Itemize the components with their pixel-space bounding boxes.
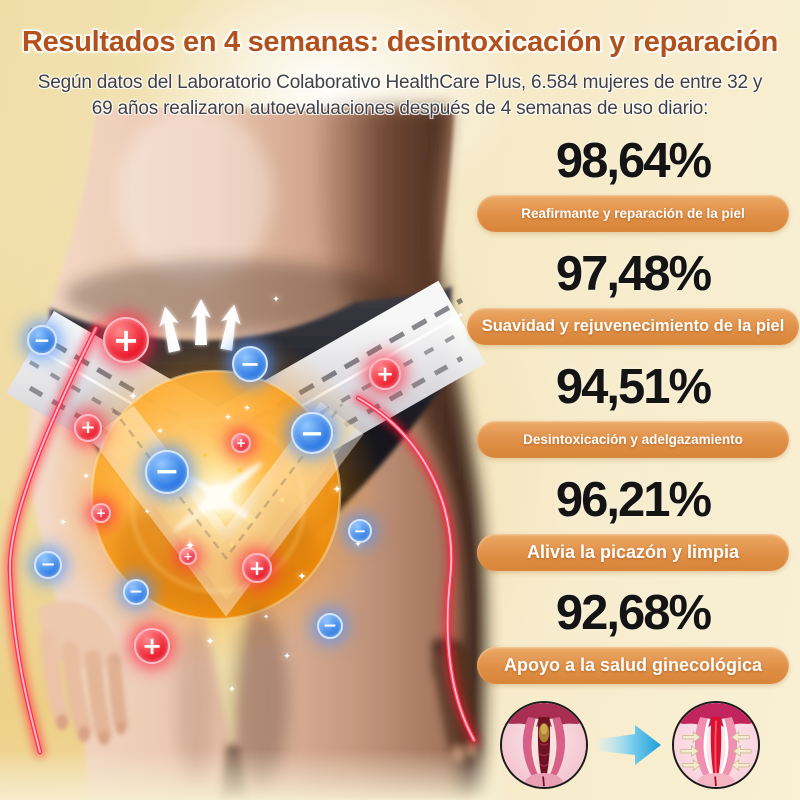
stat-value: 92,68% xyxy=(555,586,712,640)
sparkle-icon: ✦ xyxy=(243,403,251,414)
plus-ion-icon: + xyxy=(134,628,170,664)
sparkle-icon: ✦ xyxy=(283,651,291,662)
up-arrows-icon xyxy=(159,299,241,353)
header: Resultados en 4 semanas: desintoxicación… xyxy=(0,26,800,122)
sparkle-icon: ✦ xyxy=(332,482,342,496)
stat-value: 98,64% xyxy=(555,134,712,188)
stat-badge: Alivia la picazón y limpia xyxy=(477,534,789,571)
left-hand xyxy=(38,601,128,745)
sparkle-icon: ✦ xyxy=(59,517,67,528)
minus-ion-icon: − xyxy=(291,412,333,454)
subtitle: Según datos del Laboratorio Colaborativo… xyxy=(0,70,800,122)
minus-ion-icon: − xyxy=(123,579,149,605)
plus-ion-icon: + xyxy=(103,317,149,363)
page-title: Resultados en 4 semanas: desintoxicación… xyxy=(21,26,779,58)
minus-ion-icon: − xyxy=(27,325,57,355)
stat-badge: Reafirmante y reparación de la piel xyxy=(477,195,789,232)
stat-badge: Suavidad y rejuvenecimiento de la piel xyxy=(467,308,799,345)
transition-arrow-right-icon xyxy=(597,722,663,768)
sparkle-icon: ✦ xyxy=(297,569,307,583)
stat-value: 97,48% xyxy=(555,247,712,301)
sparkle-icon: ✦ xyxy=(205,634,215,648)
sparkle-icon: ✦ xyxy=(263,612,269,621)
uterus-before-image xyxy=(500,701,588,789)
plus-ion-icon: + xyxy=(179,547,197,565)
minus-ion-icon: − xyxy=(348,519,372,543)
bottom-fog xyxy=(0,750,500,800)
stat-block: 96,21% Alivia la picazón y limpia xyxy=(477,472,789,571)
belly-highlight xyxy=(117,107,273,283)
thigh-shading-right xyxy=(232,608,288,792)
waist-shadow xyxy=(65,260,395,332)
plus-ion-icon: + xyxy=(74,414,102,442)
sparkle-icon: ✦ xyxy=(82,471,90,482)
neon-contour-lines xyxy=(4,322,480,758)
stat-value: 96,21% xyxy=(555,473,712,527)
glow-orb xyxy=(48,327,384,663)
plus-ion-icon: + xyxy=(91,503,111,523)
before-after xyxy=(500,701,760,789)
stat-block: 94,51% Desintoxicación y adelgazamiento xyxy=(477,359,789,458)
sparkle-icon: ✦ xyxy=(184,538,196,554)
sparkle-icon: ✦ xyxy=(354,539,362,550)
thigh-shading-left xyxy=(176,626,216,786)
sparkle-icon: ✦ xyxy=(156,426,164,437)
stat-block: 92,68% Apoyo a la salud ginecológica xyxy=(477,585,789,684)
plus-ion-icon: + xyxy=(242,553,272,583)
subtitle-line-1: Según datos del Laboratorio Colaborativo… xyxy=(37,72,763,93)
stat-value: 94,51% xyxy=(555,360,712,414)
sparkle-icon: ✦ xyxy=(144,507,150,516)
sparkle-icon: ✦ xyxy=(128,389,138,403)
plus-ion-icon: + xyxy=(231,433,251,453)
stat-badge: Desintoxicación y adelgazamiento xyxy=(477,421,789,458)
uterus-after-image xyxy=(672,701,760,789)
sparkle-icon: ✦ xyxy=(228,684,236,695)
sparkle-icon: ✦ xyxy=(224,412,232,423)
subtitle-line-2: 69 años realizaron autoevaluaciones desp… xyxy=(91,98,709,119)
minus-ion-icon: − xyxy=(232,346,268,382)
minus-ion-icon: − xyxy=(34,551,62,579)
plus-ion-icon: + xyxy=(369,358,401,390)
minus-ion-icon: − xyxy=(317,613,343,639)
stat-block: 97,48% Suavidad y rejuvenecimiento de la… xyxy=(467,246,799,345)
stat-block: 98,64% Reafirmante y reparación de la pi… xyxy=(477,133,789,232)
sparkle-icon: ✦ xyxy=(272,294,280,305)
stat-badge: Apoyo a la salud ginecológica xyxy=(477,647,789,684)
stats-panel: 98,64% Reafirmante y reparación de la pi… xyxy=(466,133,800,698)
minus-ion-icon: − xyxy=(145,450,189,494)
